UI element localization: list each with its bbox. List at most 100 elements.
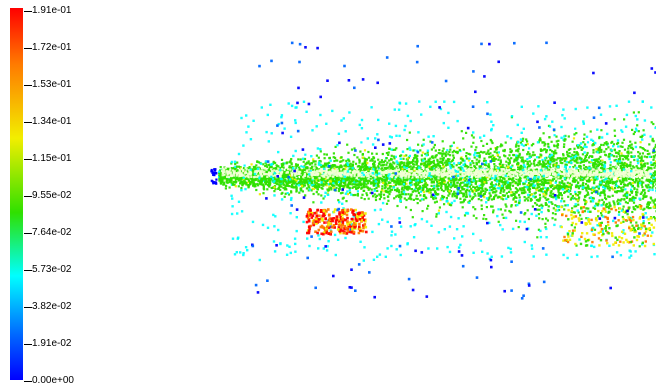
particle <box>618 150 621 153</box>
particle <box>509 182 512 185</box>
particle <box>503 150 506 153</box>
particle <box>653 199 656 202</box>
particle <box>598 137 601 140</box>
particle <box>563 138 566 141</box>
particle <box>434 166 437 169</box>
particle <box>482 159 486 163</box>
particle <box>462 137 465 140</box>
particle <box>545 156 548 159</box>
particle <box>427 160 430 163</box>
particle <box>475 180 478 183</box>
particle <box>597 147 600 150</box>
particle <box>342 175 345 178</box>
particle <box>560 158 563 161</box>
particle <box>392 179 395 182</box>
particle <box>353 181 356 184</box>
particle <box>534 202 537 205</box>
particle <box>473 164 476 168</box>
particle <box>406 169 409 172</box>
particle <box>609 186 612 190</box>
particle <box>539 163 542 166</box>
particle <box>461 201 464 204</box>
particle <box>326 162 329 165</box>
particle <box>400 181 403 184</box>
particle <box>519 166 522 169</box>
particle <box>639 135 642 138</box>
particle <box>317 174 320 177</box>
particle <box>219 169 222 172</box>
particle <box>380 189 383 192</box>
particle <box>469 181 473 184</box>
particle <box>225 181 228 184</box>
particle <box>598 192 601 195</box>
particle <box>258 182 262 185</box>
particle <box>395 195 398 198</box>
particle <box>437 187 440 191</box>
particle <box>267 163 271 166</box>
particle <box>604 184 607 188</box>
particle <box>596 177 599 180</box>
particle <box>429 168 433 172</box>
particle <box>502 216 505 219</box>
particle <box>465 193 468 196</box>
particle <box>240 181 243 184</box>
particle <box>589 155 592 158</box>
particle <box>435 180 439 183</box>
particle <box>647 207 650 210</box>
particle <box>540 149 543 152</box>
particle <box>555 165 558 168</box>
particle <box>634 127 638 130</box>
particle <box>573 133 576 136</box>
particle <box>311 187 314 190</box>
particle <box>565 187 568 190</box>
particle <box>440 160 443 163</box>
particle <box>538 198 541 201</box>
particle <box>495 194 498 197</box>
particle <box>523 196 526 199</box>
particle <box>506 185 509 188</box>
particle <box>396 204 399 208</box>
particle <box>455 177 458 180</box>
particle <box>282 162 285 165</box>
particle <box>220 171 223 175</box>
particle <box>504 141 507 144</box>
particle <box>302 160 305 163</box>
particle <box>527 217 530 221</box>
particle <box>616 162 619 165</box>
particle <box>631 178 635 182</box>
particle <box>605 185 608 188</box>
particle <box>567 195 570 198</box>
particle <box>533 162 536 165</box>
particle <box>592 143 595 146</box>
particle <box>326 178 329 181</box>
particle <box>303 184 306 187</box>
particle <box>515 159 518 162</box>
particle <box>544 196 547 200</box>
particle <box>530 144 533 147</box>
particle <box>323 195 326 198</box>
particle <box>514 200 518 203</box>
particle <box>501 194 504 197</box>
particle <box>435 154 438 157</box>
particle <box>360 196 363 199</box>
particle <box>497 208 500 211</box>
particle <box>365 168 368 171</box>
particle <box>529 199 532 202</box>
particle <box>586 159 589 162</box>
particle <box>373 180 376 183</box>
particle <box>300 187 303 190</box>
particle <box>407 193 410 196</box>
particle <box>291 183 294 186</box>
particle <box>272 176 276 179</box>
particle <box>359 177 362 181</box>
particle <box>252 184 255 187</box>
particle <box>384 185 387 189</box>
particle <box>563 191 566 194</box>
particle <box>455 196 458 199</box>
particle <box>451 193 454 196</box>
particle <box>649 166 652 170</box>
particle <box>488 192 491 195</box>
particle <box>487 163 490 166</box>
particle <box>218 179 221 182</box>
particle <box>560 185 563 188</box>
